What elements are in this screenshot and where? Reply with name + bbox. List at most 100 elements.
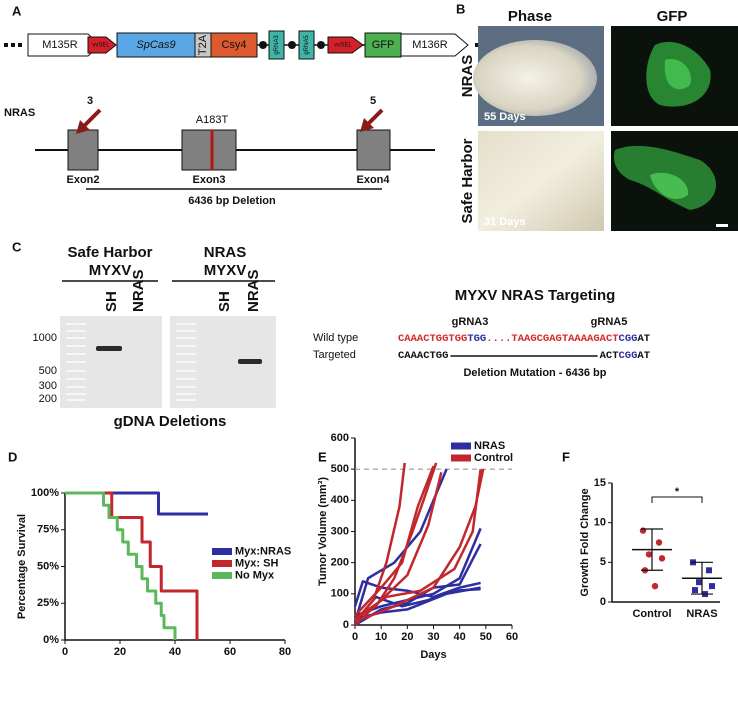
y-tick-label: 0% bbox=[43, 634, 59, 646]
series-line bbox=[353, 468, 448, 623]
data-point bbox=[709, 583, 715, 590]
sequence-label: Targeted bbox=[313, 349, 356, 361]
legend-swatch bbox=[451, 454, 471, 462]
ladder-label: 300 bbox=[39, 380, 57, 392]
y-tick-label: 0 bbox=[600, 596, 606, 608]
series-line bbox=[65, 491, 199, 640]
construct-label: SpCas9 bbox=[136, 39, 175, 51]
mutation-label: A183T bbox=[196, 114, 229, 126]
exon bbox=[356, 129, 391, 171]
x-tick-label: 60 bbox=[224, 646, 236, 658]
series-line bbox=[354, 465, 435, 617]
series-line bbox=[65, 491, 177, 640]
exon-label: Exon4 bbox=[356, 174, 390, 186]
lane-label: NRAS bbox=[130, 269, 147, 312]
grna-marker: 5 bbox=[370, 95, 376, 107]
series-line bbox=[354, 469, 482, 620]
gene-name: NRAS bbox=[4, 107, 35, 119]
y-tick-label: 10 bbox=[594, 517, 606, 529]
data-point bbox=[706, 567, 712, 574]
sequence-label: Wild type bbox=[313, 332, 358, 344]
series-line bbox=[353, 580, 481, 607]
timepoint: 55 Days bbox=[484, 111, 526, 123]
significance-bracket bbox=[651, 496, 703, 503]
x-axis-label: Days bbox=[420, 649, 446, 661]
phase-image bbox=[478, 131, 604, 231]
legend-label: Control bbox=[474, 452, 513, 464]
arrow bbox=[327, 36, 364, 54]
decoration bbox=[664, 59, 691, 90]
band bbox=[96, 346, 122, 351]
sequence: ACTCGGAT bbox=[600, 350, 650, 362]
row-header: NRAS bbox=[459, 55, 476, 98]
x-tick-label: 10 bbox=[375, 631, 387, 643]
gel-caption: gDNA Deletions bbox=[114, 413, 227, 430]
grna-marker: 3 bbox=[87, 95, 93, 107]
legend-label: Myx:NRAS bbox=[235, 545, 291, 557]
construct-label: gRNA3 bbox=[274, 35, 280, 55]
decoration bbox=[18, 43, 22, 47]
x-tick-label: 40 bbox=[454, 631, 466, 643]
panel-label: A bbox=[12, 3, 22, 18]
y-axis-label: Tumor Volume (mm³) bbox=[317, 477, 329, 586]
decoration bbox=[473, 40, 597, 116]
panel-label: F bbox=[562, 449, 570, 464]
series-line bbox=[354, 471, 443, 626]
data-point bbox=[651, 582, 659, 590]
chart: 0 100 200 300 400 500 600 0 10 20 30 40 50 60 NRASCont… bbox=[317, 432, 518, 661]
y-tick-label: 5 bbox=[600, 556, 606, 568]
y-tick-label: 15 bbox=[594, 477, 606, 489]
y-tick-label: 100% bbox=[31, 487, 59, 499]
panel-label: E bbox=[318, 449, 327, 464]
gel-virus: MYXV bbox=[89, 262, 132, 279]
y-tick-label: 400 bbox=[331, 494, 349, 506]
sequence: CAAACTGGTGGTGG....TAAGCGAGTAAAAGACTCGGAT bbox=[398, 333, 650, 345]
decoration bbox=[66, 323, 196, 401]
lane-label: SH bbox=[103, 291, 120, 312]
construct-label: M135R bbox=[42, 39, 78, 51]
targeting-title: MYXV NRAS Targeting bbox=[455, 287, 616, 304]
column-header: Phase bbox=[508, 8, 552, 25]
microscopy: Phase GFP NRAS Safe Harbor 55 Days 31 Da… bbox=[459, 8, 738, 231]
decoration bbox=[360, 118, 374, 132]
legend-swatch bbox=[212, 560, 232, 567]
sequence: CAAACTGG bbox=[398, 350, 448, 362]
gels: Safe Harbor MYXV NRAS MYXV SH NRAS SH NR… bbox=[33, 244, 276, 430]
legend-swatch bbox=[451, 442, 471, 450]
decoration bbox=[716, 224, 728, 227]
significance-label: * bbox=[675, 486, 680, 498]
gel-title: Safe Harbor bbox=[67, 244, 152, 261]
decoration bbox=[11, 43, 15, 47]
decoration bbox=[4, 43, 8, 47]
construct-label: GFP bbox=[372, 39, 395, 51]
deletion-label: 6436 bp Deletion bbox=[188, 195, 276, 207]
targeting-caption: Deletion Mutation - 6436 bp bbox=[463, 367, 606, 379]
y-tick-label: 50% bbox=[37, 560, 59, 572]
legend-swatch bbox=[212, 572, 232, 579]
y-tick-label: 75% bbox=[37, 524, 59, 536]
exon bbox=[67, 129, 99, 171]
legend-label: NRAS bbox=[474, 440, 505, 452]
y-tick-label: 25% bbox=[37, 597, 59, 609]
sequence-segment: CGG bbox=[619, 333, 638, 345]
series-line bbox=[354, 462, 406, 623]
x-tick-label: 80 bbox=[279, 646, 291, 658]
column-header: GFP bbox=[657, 8, 688, 25]
x-tick-label: 0 bbox=[352, 631, 358, 643]
sequence-segment: ....TAAGCGAGTAAAAGACT bbox=[486, 333, 618, 345]
sequence-segment: AT bbox=[637, 350, 650, 362]
x-tick-label: 20 bbox=[114, 646, 126, 658]
band bbox=[238, 359, 262, 364]
legend-swatch bbox=[212, 548, 232, 555]
decoration bbox=[650, 172, 689, 199]
gel-title: NRAS bbox=[204, 244, 247, 261]
y-axis-label: Percentage Survival bbox=[16, 514, 28, 619]
gel-virus: MYXV bbox=[204, 262, 247, 279]
y-axis-label: Growth Fold Change bbox=[579, 488, 591, 596]
x-tick-label: Control bbox=[632, 608, 671, 620]
x-tick-label: 40 bbox=[169, 646, 181, 658]
y-tick-label: 200 bbox=[331, 557, 349, 569]
panel-label: B bbox=[456, 1, 465, 16]
guide-label: gRNA5 bbox=[591, 316, 628, 328]
